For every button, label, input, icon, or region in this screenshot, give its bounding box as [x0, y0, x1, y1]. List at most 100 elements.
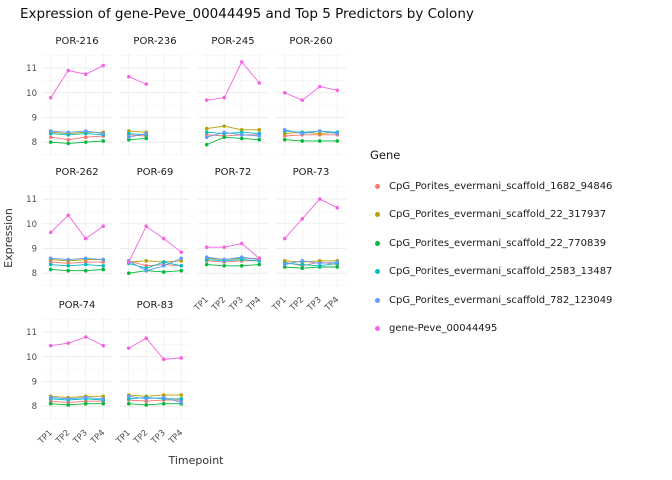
- data-point: [48, 230, 53, 235]
- series-line: [50, 133, 104, 136]
- series-line: [284, 260, 338, 263]
- data-point: [48, 135, 53, 140]
- data-point: [335, 205, 340, 210]
- data-point: [83, 256, 88, 261]
- series-line: [128, 394, 182, 397]
- data-point: [144, 259, 149, 263]
- facet-POR-262: POR-262 8 9 10 11: [26, 167, 112, 288]
- x-tick-label: TP1: [270, 295, 289, 314]
- series-line: [50, 397, 104, 400]
- x-tick-label: TP2: [287, 295, 306, 314]
- data-point: [161, 393, 166, 397]
- data-point: [126, 74, 131, 79]
- legend-label: CpG_Porites_evermani_scaffold_782_123049: [389, 294, 613, 306]
- series-line: [50, 65, 104, 98]
- data-point: [257, 134, 262, 138]
- data-point: [282, 265, 287, 269]
- data-point: [179, 396, 184, 401]
- series-line: [50, 398, 104, 401]
- data-point: [239, 136, 244, 141]
- data-point: [83, 72, 88, 77]
- data-point: [179, 268, 184, 273]
- data-point: [335, 131, 340, 136]
- data-point: [222, 124, 227, 128]
- data-point: [66, 137, 71, 142]
- facet-strip-label: POR-262: [55, 167, 98, 178]
- data-point: [66, 263, 71, 268]
- data-point: [83, 236, 88, 241]
- data-point: [144, 263, 149, 268]
- legend-label: CpG_Porites_evermani_scaffold_22_317937: [389, 209, 607, 221]
- legend-key-dot: [375, 269, 380, 275]
- data-point: [239, 255, 244, 259]
- series-line: [128, 270, 182, 274]
- data-point: [66, 396, 71, 401]
- data-point: [179, 356, 184, 360]
- data-point: [300, 262, 305, 267]
- data-point: [48, 129, 53, 133]
- x-tick-label: TP3: [305, 295, 324, 314]
- series-line: [128, 138, 147, 141]
- series-line: [50, 261, 104, 264]
- data-point: [179, 393, 184, 397]
- x-tick-label: TP1: [192, 295, 211, 314]
- series-line: [284, 266, 338, 269]
- panel-background: [42, 52, 112, 157]
- legend-entry: CpG_Porites_evermani_scaffold_22_317937: [370, 201, 670, 230]
- data-point: [257, 256, 262, 261]
- series-line: [206, 136, 260, 146]
- series-line: [128, 130, 147, 133]
- x-tick-label: TP1: [36, 428, 55, 447]
- data-point: [282, 134, 287, 138]
- data-point: [239, 257, 244, 262]
- data-point: [335, 139, 340, 143]
- data-point: [317, 259, 322, 263]
- data-point: [66, 400, 71, 405]
- chart-title: Expression of gene-Peve_00044495 and Top…: [20, 6, 474, 22]
- y-tick-label: 11: [26, 195, 37, 205]
- legend-entry: gene-Peve_00044495: [370, 315, 670, 344]
- x-tick-label: TP4: [166, 428, 185, 447]
- data-point: [101, 63, 106, 68]
- facet-POR-260: POR-260: [276, 36, 346, 157]
- data-point: [239, 60, 244, 64]
- series-line: [128, 260, 182, 263]
- legend-title: Gene: [370, 148, 401, 162]
- legend-label: CpG_Porites_evermani_scaffold_2583_13487: [389, 266, 613, 278]
- data-point: [204, 262, 209, 267]
- data-point: [222, 257, 227, 262]
- data-point: [144, 336, 149, 341]
- data-point: [101, 260, 106, 264]
- x-tick-label: TP4: [88, 428, 107, 447]
- data-point: [126, 394, 131, 399]
- data-point: [239, 241, 244, 246]
- data-point: [300, 98, 305, 102]
- series-line: [284, 134, 338, 137]
- data-point: [144, 399, 149, 404]
- data-point: [66, 257, 71, 262]
- y-tick-label: 9: [32, 244, 37, 254]
- data-point: [66, 261, 71, 266]
- data-point: [48, 267, 53, 272]
- legend-key-dot: [375, 183, 380, 189]
- data-point: [83, 399, 88, 404]
- data-point: [204, 257, 209, 262]
- data-point: [101, 257, 106, 262]
- legend-entry: CpG_Porites_evermani_scaffold_782_123049: [370, 286, 670, 315]
- data-point: [101, 267, 106, 272]
- data-point: [161, 401, 166, 406]
- series-line: [206, 134, 260, 137]
- facet-strip-label: POR-260: [289, 36, 332, 47]
- series-line: [284, 131, 338, 134]
- data-point: [317, 261, 322, 266]
- data-point: [83, 395, 88, 400]
- facet-strip-label: POR-216: [55, 36, 98, 47]
- data-point: [179, 263, 184, 268]
- series-line: [128, 257, 182, 272]
- data-point: [83, 268, 88, 273]
- data-point: [239, 130, 244, 135]
- data-point: [66, 213, 71, 217]
- y-tick-label: 10: [26, 353, 37, 363]
- data-point: [83, 140, 88, 144]
